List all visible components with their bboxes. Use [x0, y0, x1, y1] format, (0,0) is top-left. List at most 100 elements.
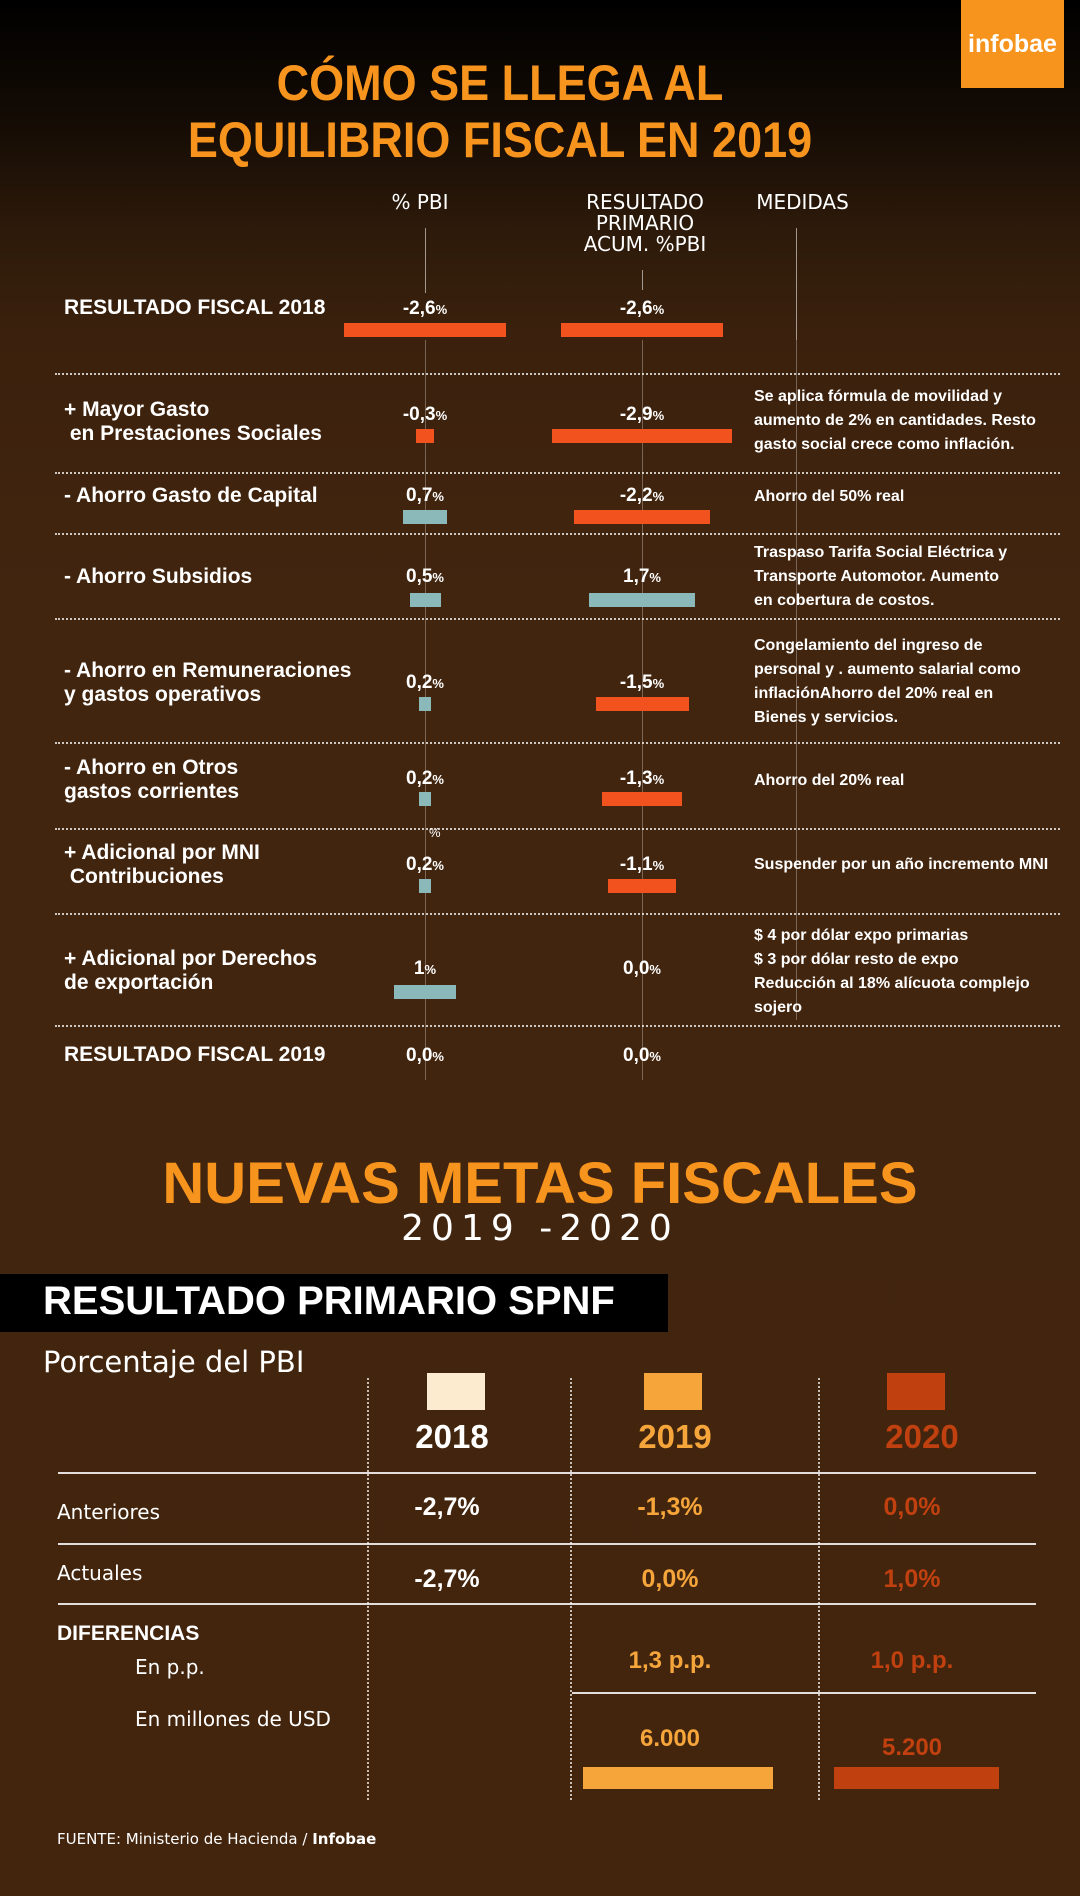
- value-anteriores-2019: -1,3%: [637, 1493, 703, 1521]
- row-label-pp: En p.p.: [135, 1655, 205, 1679]
- row-separator: [55, 533, 1060, 535]
- measure-note: Ahorro del 50% real: [754, 488, 905, 505]
- pbi-value-number: 0,2: [406, 672, 433, 693]
- measure-note: Traspaso Tarifa Social Eléctrica y Trans…: [754, 544, 1008, 609]
- acum-value-number: -2,6: [619, 298, 653, 319]
- column-header-acum-3: ACUM. %PBI: [583, 232, 707, 256]
- spnf-band: RESULTADO PRIMARIO SPNF: [0, 1274, 668, 1332]
- acum-value-unit: %: [649, 570, 661, 585]
- row-label-anteriores: Anteriores: [57, 1500, 161, 1524]
- pbi-value-number: -0,3: [402, 404, 436, 425]
- acum-value: 1,7%: [582, 566, 702, 588]
- row-label-actuales: Actuales: [57, 1561, 143, 1585]
- row-label: - Ahorro en Otros gastos corrientes: [64, 756, 240, 803]
- spnf-band-title: RESULTADO PRIMARIO SPNF: [43, 1279, 615, 1323]
- measure-note: Congelamiento del ingreso de personal y …: [754, 637, 1021, 726]
- table-rule-partial: [572, 1692, 1036, 1694]
- acum-value-unit: %: [652, 408, 665, 423]
- column-header-acum-1: RESULTADO: [586, 190, 704, 214]
- acum-value-unit: %: [652, 302, 665, 317]
- acum-bar: [595, 697, 689, 711]
- acum-value-number: 1,7: [623, 566, 650, 587]
- pbi-bar: [394, 985, 456, 999]
- acum-header-tick: [642, 270, 643, 290]
- stray-percent-sign: %: [429, 825, 441, 840]
- acum-value: -1,3%: [582, 768, 702, 790]
- medidas-axis: [796, 340, 797, 1020]
- acum-value: 0,0%: [582, 1045, 702, 1067]
- row-label: - Ahorro en Remuneraciones y gastos oper…: [64, 659, 352, 706]
- swatch-2019: [644, 1373, 702, 1410]
- section2-title: NUEVAS METAS FISCALES: [162, 1151, 918, 1216]
- acum-value-unit: %: [649, 962, 661, 977]
- pbi-value: 0,5%: [365, 566, 485, 588]
- swatch-2020: [887, 1373, 945, 1410]
- row-separator: [55, 373, 1060, 375]
- diferencias-heading: DIFERENCIAS: [57, 1622, 200, 1645]
- pbi-value-unit: %: [432, 1049, 444, 1064]
- table-rule: [58, 1543, 1036, 1545]
- acum-bar: [552, 429, 732, 443]
- measure-note: Se aplica fórmula de movilidad y aumento…: [754, 388, 1036, 453]
- pbi-bar: [418, 879, 432, 893]
- row-label: RESULTADO FISCAL 2019: [64, 1043, 326, 1066]
- pbi-value: 0,7%: [365, 485, 485, 507]
- table-subtitle: Porcentaje del PBI: [43, 1345, 305, 1379]
- pbi-value-number: 0,5: [406, 566, 433, 587]
- acum-value-number: 0,0: [623, 958, 650, 979]
- measure-note: $ 4 por dólar expo primarias $ 3 por dól…: [754, 927, 1030, 1016]
- usd-bar-2019: [583, 1767, 773, 1789]
- pbi-value-number: -2,6: [402, 298, 436, 319]
- pbi-value-number: 0,0: [406, 1045, 433, 1066]
- acum-value: -1,1%: [582, 854, 702, 876]
- acum-value-unit: %: [652, 772, 665, 787]
- column-divider: [818, 1378, 820, 1800]
- row-label: + Adicional por Derechos de exportación: [64, 947, 318, 994]
- pbi-value-number: 0,7: [406, 485, 433, 506]
- pbi-value-unit: %: [432, 489, 444, 504]
- pbi-value-unit: %: [432, 570, 444, 585]
- acum-value: -1,5%: [582, 672, 702, 694]
- row-separator: [55, 472, 1060, 474]
- acum-value-number: -1,3: [619, 768, 653, 789]
- section2-years: 2019 -2020: [401, 1208, 679, 1249]
- value-anteriores-2020: 0,0%: [883, 1493, 941, 1521]
- row-label: + Mayor Gasto en Prestaciones Sociales: [64, 398, 322, 445]
- acum-value-number: -2,2: [619, 485, 653, 506]
- acum-bar: [573, 510, 711, 524]
- acum-value-unit: %: [649, 1049, 661, 1064]
- acum-value-unit: %: [652, 489, 665, 504]
- acum-value: -2,2%: [582, 485, 702, 507]
- row-separator: [55, 1025, 1060, 1027]
- value-usd-2020: 5.200: [881, 1734, 943, 1761]
- pbi-value: 0,2%: [365, 854, 485, 876]
- row-label: + Adicional por MNI Contribuciones: [64, 841, 260, 888]
- pbi-value-unit: %: [424, 962, 437, 977]
- pbi-value-number: 0,2: [406, 768, 433, 789]
- row-label-usd: En millones de USD: [135, 1707, 331, 1731]
- source-brand: Infobae: [312, 1830, 377, 1848]
- pbi-bar: [403, 510, 447, 524]
- acum-value: -2,9%: [582, 404, 702, 426]
- row-label: - Ahorro Gasto de Capital: [64, 484, 318, 507]
- row-separator: [55, 913, 1060, 915]
- pbi-value-number: 1: [413, 958, 425, 979]
- acum-bar: [601, 792, 683, 806]
- pbi-value-number: 0,2: [406, 854, 433, 875]
- acum-bar: [561, 323, 723, 337]
- swatch-2018: [427, 1373, 485, 1410]
- medidas-header-tick: [796, 228, 797, 340]
- pbi-value-unit: %: [432, 772, 444, 787]
- row-separator: [55, 742, 1060, 744]
- year-2018: 2018: [415, 1418, 489, 1455]
- pbi-bar: [344, 323, 506, 337]
- pbi-bar: [415, 429, 435, 443]
- row-label: - Ahorro Subsidios: [64, 565, 253, 588]
- acum-value-unit: %: [652, 676, 665, 691]
- pbi-value: -2,6%: [365, 298, 485, 320]
- column-divider: [367, 1378, 369, 1800]
- value-usd-2019: 6.000: [639, 1725, 701, 1752]
- table-rule: [58, 1603, 1036, 1605]
- value-actuales-2019: 0,0%: [641, 1565, 699, 1593]
- source-note: FUENTE: Ministerio de Hacienda / Infobae: [57, 1830, 376, 1848]
